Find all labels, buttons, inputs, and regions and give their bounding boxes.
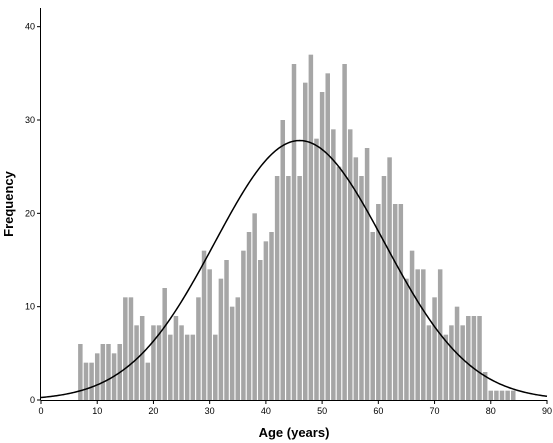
- bar: [297, 176, 302, 400]
- bar: [432, 297, 437, 400]
- bar: [173, 316, 179, 400]
- bar: [134, 325, 139, 400]
- bar: [387, 157, 392, 400]
- bar: [511, 390, 516, 400]
- bar: [347, 129, 353, 401]
- bar: [376, 204, 381, 400]
- bar: [207, 269, 212, 400]
- bar: [331, 129, 336, 401]
- bar: [83, 362, 89, 400]
- bar: [213, 334, 218, 400]
- bar: [466, 316, 471, 400]
- bar: [128, 297, 134, 400]
- y-tick-label: 40: [25, 22, 35, 32]
- bar: [409, 250, 415, 400]
- bar: [168, 334, 173, 400]
- bar: [78, 344, 83, 400]
- x-tick-label: 60: [373, 406, 383, 416]
- bar: [151, 325, 156, 400]
- x-tick-label: 30: [205, 406, 215, 416]
- bar: [145, 362, 151, 400]
- bar: [364, 148, 370, 400]
- y-tick-label: 20: [25, 208, 35, 218]
- bars: [78, 54, 516, 401]
- bar: [100, 344, 106, 400]
- y-axis-title: Frequency: [1, 170, 16, 237]
- x-tick-label: 20: [148, 406, 158, 416]
- bar: [477, 316, 482, 400]
- bar: [201, 250, 207, 400]
- x-tick-label: 10: [92, 406, 102, 416]
- bar: [263, 241, 269, 400]
- bar: [274, 176, 280, 400]
- y-tick-label: 10: [25, 302, 35, 312]
- x-tick-label: 90: [542, 406, 552, 416]
- bar: [398, 204, 404, 400]
- normal-curve: [40, 139, 548, 399]
- y-axis-ticks: 0 10 20 30 40: [25, 22, 41, 405]
- bar: [505, 390, 510, 400]
- y-tick-label: 0: [30, 395, 35, 405]
- bar: [179, 325, 184, 400]
- bar: [246, 232, 252, 400]
- bar: [302, 82, 308, 401]
- bar: [308, 54, 314, 401]
- bar: [482, 372, 488, 400]
- x-tick-label: 80: [486, 406, 496, 416]
- bar: [359, 176, 364, 400]
- bar: [319, 92, 325, 400]
- y-tick-label: 30: [25, 115, 35, 125]
- bar: [449, 325, 454, 400]
- bar: [392, 204, 398, 400]
- bar: [426, 325, 432, 400]
- bar: [94, 353, 100, 400]
- x-axis-ticks: 0 10 20 30 40 50 60 70 80 90: [38, 400, 552, 416]
- bar: [471, 316, 477, 400]
- bar: [235, 297, 241, 400]
- bar: [252, 213, 257, 400]
- bar: [218, 278, 224, 400]
- bar: [494, 390, 499, 400]
- bar: [381, 176, 387, 400]
- bar: [123, 297, 128, 400]
- bar: [291, 64, 297, 400]
- bar: [156, 325, 162, 400]
- bar: [269, 232, 274, 400]
- x-axis-title: Age (years): [259, 425, 330, 440]
- bar: [224, 260, 229, 400]
- bar: [421, 269, 426, 400]
- bar: [488, 390, 494, 400]
- bar: [241, 250, 246, 400]
- bar: [196, 297, 201, 400]
- bar: [106, 344, 111, 400]
- bar: [370, 232, 375, 400]
- bar: [325, 73, 330, 400]
- x-tick-label: 50: [317, 406, 327, 416]
- bar: [89, 362, 94, 400]
- bar: [286, 176, 291, 400]
- bar: [342, 64, 347, 400]
- x-tick-label: 0: [38, 406, 43, 416]
- bar: [415, 269, 420, 400]
- bar: [499, 390, 505, 400]
- bar: [353, 157, 359, 400]
- bar: [139, 316, 145, 400]
- bar: [280, 120, 286, 400]
- bar: [336, 166, 342, 400]
- bar: [184, 334, 190, 400]
- bar: [229, 306, 235, 400]
- x-tick-label: 70: [430, 406, 440, 416]
- bar: [460, 325, 465, 400]
- bar: [314, 138, 319, 400]
- bar: [443, 334, 449, 400]
- bar: [162, 288, 167, 400]
- bar: [190, 334, 196, 400]
- bar: [258, 260, 263, 400]
- x-tick-label: 40: [261, 406, 271, 416]
- bar: [404, 278, 409, 400]
